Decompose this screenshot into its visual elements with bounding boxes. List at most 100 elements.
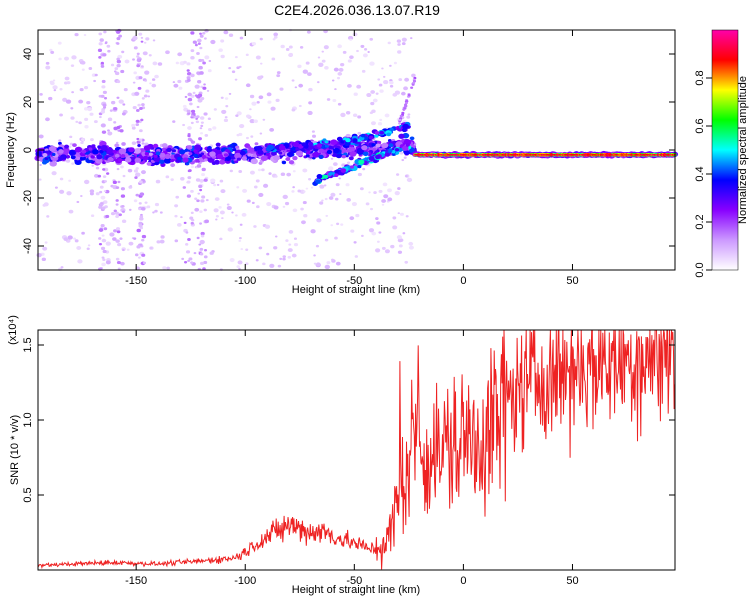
spectrogram-point	[52, 79, 56, 82]
spectrogram-point	[174, 214, 178, 218]
spectrogram-point	[220, 39, 225, 43]
spectrogram-point	[368, 135, 374, 140]
spectrogram-point	[249, 108, 252, 111]
spectrogram-point	[236, 111, 242, 116]
spectrogram-point	[112, 149, 118, 154]
spectrogram-point	[292, 208, 298, 213]
spectrogram-point	[270, 106, 276, 111]
spectrogram-point	[90, 155, 95, 159]
spectrogram-point	[195, 120, 200, 124]
spectrogram-point	[383, 194, 389, 199]
spectrogram-point	[190, 165, 195, 169]
spectrogram-point	[247, 153, 252, 157]
spectrogram-point	[91, 164, 94, 167]
spectrogram-point	[102, 175, 107, 179]
spectrogram-point	[175, 195, 180, 199]
spectrogram-point	[201, 154, 207, 159]
spectrogram-point	[236, 186, 240, 189]
spectrogram-point	[389, 84, 394, 88]
spectrogram-point	[133, 169, 138, 173]
spectrogram-point	[116, 42, 120, 45]
spectrogram-point	[203, 158, 208, 162]
spectrogram-point	[375, 92, 379, 95]
spectrogram-point	[224, 97, 229, 100]
spectrogram-point	[345, 137, 351, 143]
spectrogram-point	[86, 247, 90, 251]
spectrogram-point	[196, 236, 200, 240]
spectrogram-point	[144, 70, 150, 75]
spectrogram-point	[374, 134, 379, 138]
spectrogram-point	[107, 156, 114, 163]
spectrogram-point	[170, 163, 176, 168]
spectrogram-point	[106, 44, 111, 48]
bottom-y-axis-label: SNR (10 * v/v)	[9, 415, 21, 485]
spectrogram-point	[202, 31, 206, 35]
spectrogram-point	[219, 179, 224, 183]
spectrogram-point	[114, 211, 119, 215]
spectrogram-point	[221, 109, 227, 115]
spectrogram-point	[241, 212, 247, 217]
spectrogram-point	[226, 205, 232, 211]
spectrogram-point	[190, 221, 194, 225]
spectrogram-point	[268, 172, 272, 175]
spectrogram-point	[239, 150, 246, 156]
spectrogram-point	[127, 168, 133, 173]
spectrogram-point	[140, 65, 144, 68]
spectrogram-point	[143, 94, 148, 98]
spectrogram-point	[393, 61, 398, 65]
spectrogram-point	[256, 145, 263, 151]
spectrogram-point	[301, 142, 307, 147]
spectrogram-point	[213, 183, 217, 187]
spectrogram-point	[382, 182, 388, 187]
spectrogram-point	[176, 223, 182, 227]
spectrogram-point	[397, 212, 400, 215]
top-x-ticks: -150 -100 -50 0 50	[125, 30, 579, 287]
spectrogram-point	[80, 141, 84, 145]
spectrogram-point	[365, 202, 370, 206]
spectrogram-point	[291, 253, 297, 258]
spectrogram-point	[100, 202, 104, 205]
spectrogram-point	[83, 179, 90, 185]
spectrogram-point	[117, 180, 121, 184]
spectrogram-point	[403, 156, 407, 160]
spectrogram-point	[62, 149, 69, 155]
spectrogram-point	[190, 94, 195, 98]
spectrogram-point	[366, 92, 372, 98]
spectrogram-point	[148, 152, 153, 156]
spectrogram-point	[78, 121, 82, 125]
spectrogram-point	[80, 60, 86, 65]
spectrogram-point	[383, 79, 389, 85]
spectrogram-point	[152, 61, 158, 66]
spectrogram-point	[151, 78, 156, 81]
spectrogram-point	[203, 260, 208, 265]
spectrogram-point	[408, 245, 414, 250]
spectrogram-point	[261, 168, 265, 172]
spectrogram-point	[64, 76, 70, 81]
spectrogram-point	[397, 187, 401, 190]
spectrogram-point	[120, 194, 126, 198]
spectrogram-point	[256, 205, 260, 209]
spectrogram-point	[113, 229, 117, 233]
spectrogram-point	[330, 139, 338, 145]
spectrogram-point	[200, 231, 205, 236]
spectrogram-point	[368, 228, 375, 233]
spectrogram-point	[337, 44, 343, 49]
spectrogram-point	[223, 118, 229, 123]
spectrogram-panel: -150 -100 -50 0 50 -40 -20 0 20 40 Height of str…	[5, 28, 679, 296]
spectrogram-point	[182, 186, 186, 189]
spectrogram-point	[228, 92, 232, 95]
bottom-xtick-label: -50	[346, 575, 362, 587]
spectrogram-point	[332, 99, 337, 103]
spectrogram-point	[229, 143, 234, 147]
spectrogram-point	[406, 115, 411, 119]
spectrogram-point	[258, 192, 264, 197]
spectrogram-point	[213, 108, 217, 111]
spectrogram-point	[323, 184, 327, 187]
spectrogram-point	[152, 39, 156, 42]
spectrogram-point	[186, 62, 191, 66]
spectrogram-point	[201, 167, 206, 172]
colorbar-tick-label: 0.6	[694, 118, 706, 133]
spectrogram-point	[282, 205, 286, 208]
spectrogram-point	[203, 83, 206, 86]
spectrogram-point	[401, 91, 406, 96]
